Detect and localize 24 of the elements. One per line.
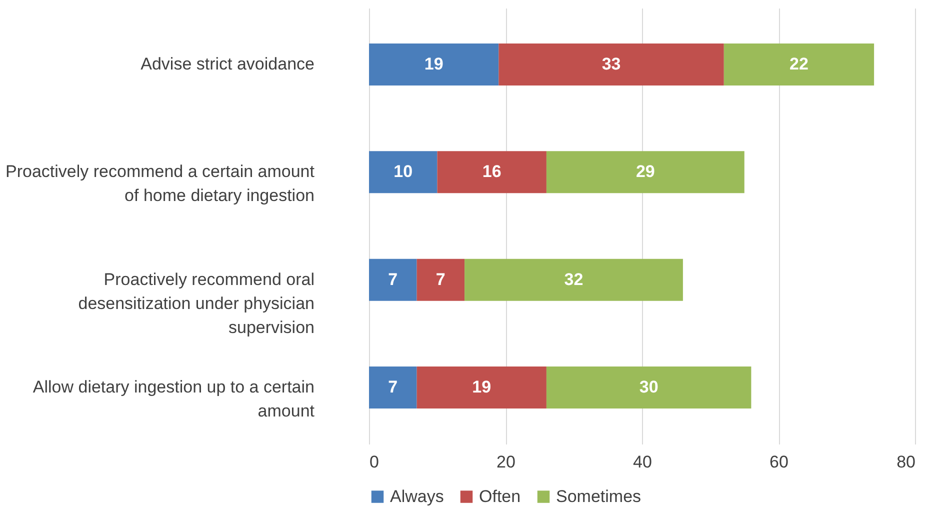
x-tick-label: 80 xyxy=(896,452,916,472)
legend-label: Often xyxy=(479,486,521,506)
data-label: 29 xyxy=(636,162,655,182)
data-label: 32 xyxy=(564,270,584,289)
y-tick-label: Allow dietary ingestion up to a certain amount xyxy=(32,377,315,420)
y-tick-label: Advise strict avoidance xyxy=(140,54,314,74)
data-label: 16 xyxy=(482,162,502,182)
data-label: 22 xyxy=(790,54,808,74)
x-tick-label: 60 xyxy=(770,452,788,472)
data-label: 7 xyxy=(436,270,446,289)
legend-label: Sometimes xyxy=(556,486,642,506)
data-label: 19 xyxy=(472,377,492,396)
data-label: 7 xyxy=(388,270,398,289)
data-label: 19 xyxy=(424,54,444,74)
data-label: 10 xyxy=(394,162,413,182)
y-tick-label: Proactively recommend a certain amount of home dietary ingestion xyxy=(6,162,315,206)
data-label: 7 xyxy=(388,377,398,396)
data-label: 33 xyxy=(602,54,621,74)
x-tick-label: 40 xyxy=(633,452,652,472)
legend-label: Always xyxy=(390,486,444,506)
data-label: 30 xyxy=(639,377,658,396)
x-tick-label: 20 xyxy=(496,452,516,472)
x-tick-label: 0 xyxy=(370,452,379,472)
y-tick-label: Proactively recommend oral desensitization under physician supervision xyxy=(78,270,314,337)
